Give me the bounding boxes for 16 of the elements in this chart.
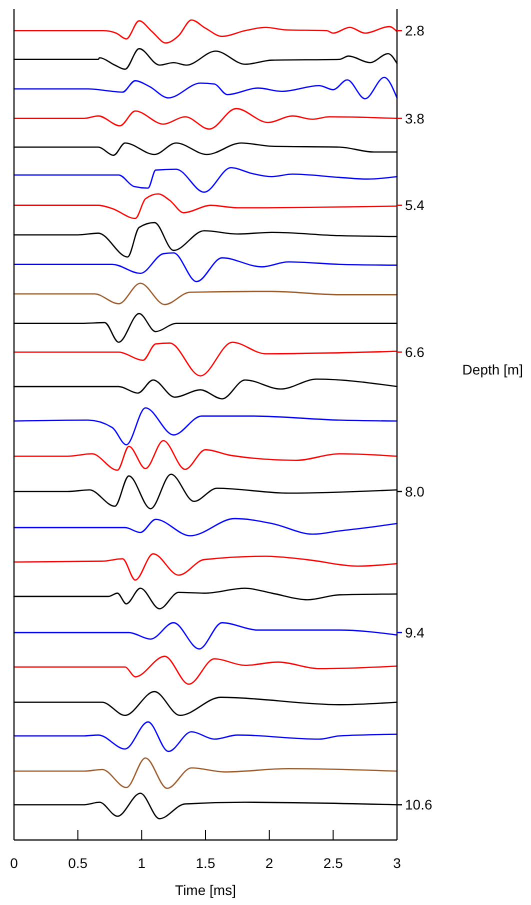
- legend-label: 5.4: [405, 197, 425, 214]
- x-tick-label: 2: [265, 855, 274, 871]
- x-tick-label: 0: [10, 855, 18, 871]
- x-tick-label: 2.5: [323, 855, 344, 871]
- legend-label: 8.0: [405, 483, 425, 500]
- legend-label: 2.8: [405, 22, 425, 39]
- legend-label: 3.8: [405, 110, 425, 126]
- x-tick-label: 1.5: [196, 855, 216, 871]
- x-tick-label: 3: [393, 855, 402, 871]
- x-axis-title: Time [ms]: [175, 882, 236, 898]
- legend-title: Depth [m]: [462, 361, 523, 378]
- legend-label: 10.6: [405, 796, 432, 813]
- legend-label: 6.6: [405, 344, 425, 360]
- x-tick-label: 1: [138, 855, 146, 871]
- legend-label: 9.4: [405, 624, 425, 640]
- x-tick-label: 0.5: [68, 855, 88, 871]
